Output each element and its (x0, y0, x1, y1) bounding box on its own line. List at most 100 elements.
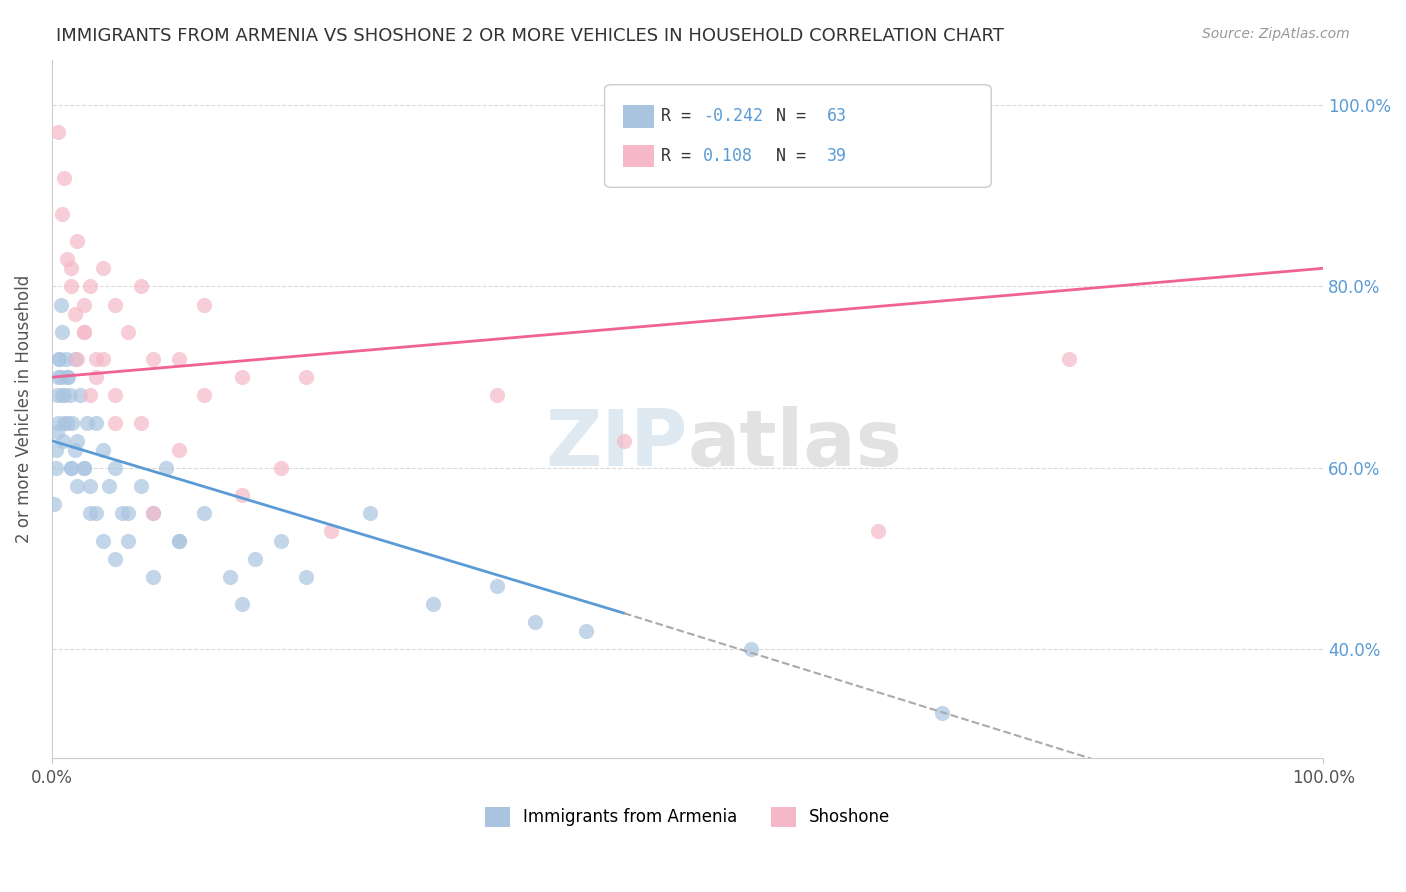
Point (167, 533, 190, 548)
Point (129, 479, 152, 493)
Point (231, 597, 253, 611)
Point (66, 352, 89, 367)
Point (117, 506, 139, 520)
Point (155, 461, 177, 475)
Point (142, 506, 165, 520)
Point (129, 279, 152, 293)
Point (104, 388, 127, 402)
Point (91, 352, 114, 367)
Text: 63: 63 (827, 107, 846, 125)
Point (79, 388, 101, 402)
Point (52, 434, 75, 448)
Point (167, 442, 190, 457)
Point (97, 479, 120, 493)
Point (575, 624, 598, 639)
Text: R =: R = (661, 147, 711, 165)
Point (72, 297, 94, 311)
Point (66, 434, 89, 448)
Point (142, 570, 165, 584)
Point (46, 416, 69, 430)
Point (72, 325, 94, 339)
Point (295, 370, 318, 384)
Point (79, 479, 101, 493)
Point (44, 497, 66, 511)
Point (523, 615, 546, 630)
Point (270, 461, 292, 475)
Point (55, 352, 77, 367)
Point (53, 170, 76, 185)
Point (66, 234, 89, 248)
Point (104, 551, 127, 566)
Point (72, 461, 94, 475)
Point (45, 461, 67, 475)
Point (231, 370, 253, 384)
Point (51, 325, 73, 339)
Point (117, 325, 139, 339)
Point (142, 506, 165, 520)
Point (485, 579, 508, 593)
Point (1057, 352, 1080, 367)
Text: 39: 39 (827, 147, 846, 165)
Point (243, 551, 266, 566)
Point (49, 297, 72, 311)
Point (49, 370, 72, 384)
Point (46, 370, 69, 384)
Point (142, 352, 165, 367)
Point (59, 461, 82, 475)
Text: N =: N = (756, 147, 817, 165)
Point (45, 425, 67, 439)
Point (218, 570, 240, 584)
Point (91, 533, 114, 548)
Point (321, 524, 343, 539)
Point (59, 461, 82, 475)
Point (72, 325, 94, 339)
Point (45, 442, 67, 457)
Point (72, 461, 94, 475)
Point (104, 297, 127, 311)
Text: N =: N = (756, 107, 817, 125)
Point (56, 416, 79, 430)
Point (58, 388, 80, 402)
Point (63, 307, 86, 321)
Point (359, 506, 381, 520)
Point (56, 370, 79, 384)
Point (422, 597, 444, 611)
Point (193, 506, 215, 520)
Point (117, 533, 139, 548)
Point (45, 388, 67, 402)
Point (56, 252, 79, 267)
Point (53, 416, 76, 430)
Point (79, 506, 101, 520)
Point (63, 442, 86, 457)
Text: 0.108: 0.108 (703, 147, 754, 165)
Point (51, 388, 73, 402)
Point (231, 488, 253, 502)
Y-axis label: 2 or more Vehicles in Household: 2 or more Vehicles in Household (15, 275, 32, 543)
Point (111, 506, 134, 520)
Point (48, 352, 70, 367)
Point (46, 125, 69, 139)
Point (53, 388, 76, 402)
Point (84, 352, 107, 367)
Point (79, 279, 101, 293)
Point (740, 642, 762, 657)
Point (51, 207, 73, 221)
Point (66, 479, 89, 493)
Point (295, 570, 318, 584)
Text: R =: R = (661, 107, 700, 125)
Point (167, 533, 190, 548)
Point (193, 297, 215, 311)
Point (270, 533, 292, 548)
Point (84, 416, 107, 430)
Text: atlas: atlas (688, 406, 903, 482)
Text: ZIP: ZIP (546, 406, 688, 482)
Point (84, 370, 107, 384)
Point (91, 261, 114, 276)
Legend: Immigrants from Armenia, Shoshone: Immigrants from Armenia, Shoshone (478, 800, 897, 834)
Text: -0.242: -0.242 (703, 107, 763, 125)
Point (104, 416, 127, 430)
Point (868, 524, 890, 539)
Point (59, 279, 82, 293)
Point (104, 461, 127, 475)
Point (613, 434, 636, 448)
